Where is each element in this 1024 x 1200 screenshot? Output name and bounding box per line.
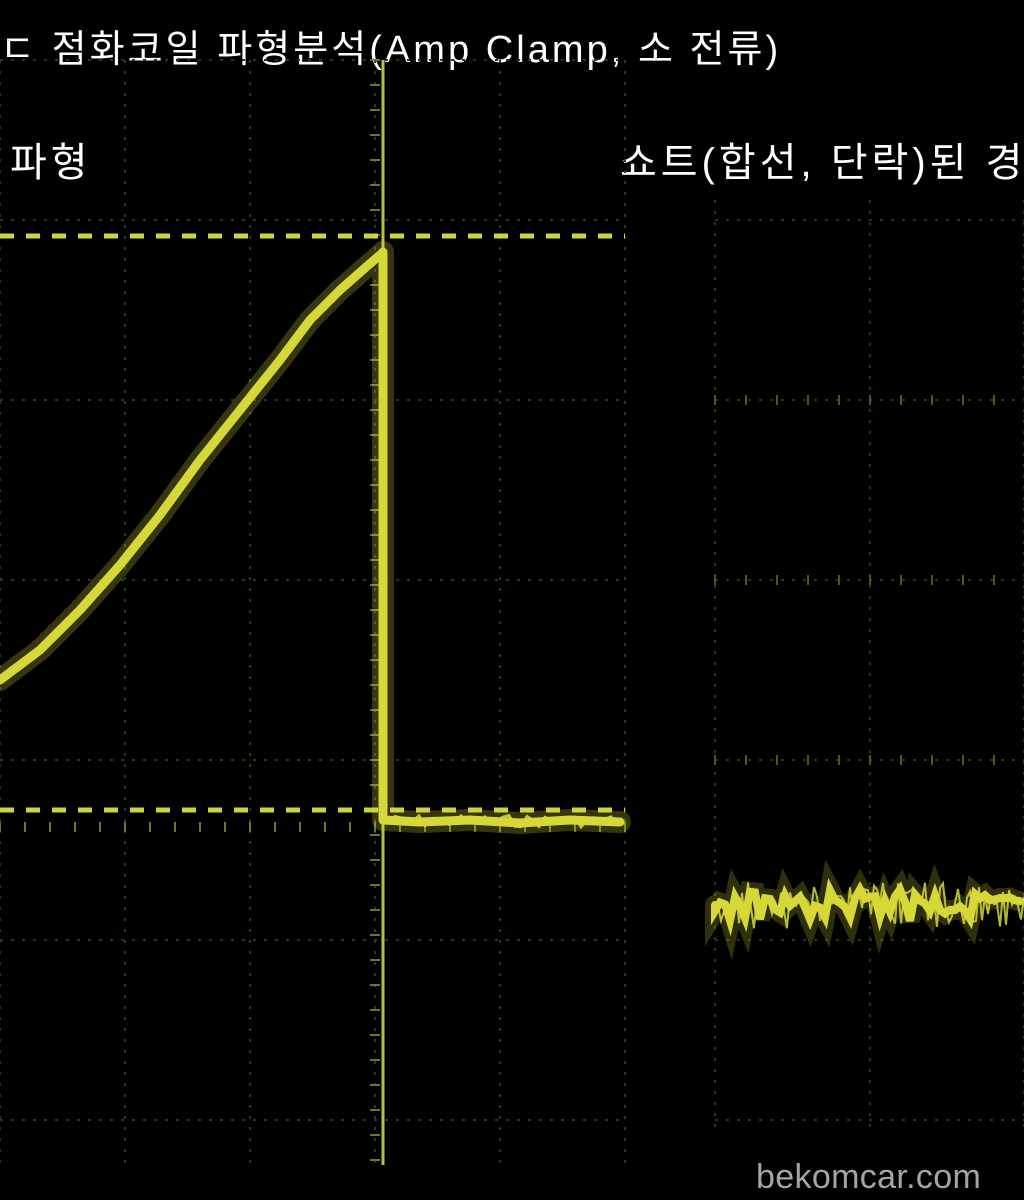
oscilloscope-screenshot: ㄷ 점화코일 파형분석(Amp Clamp, 소 전류) 파형 쇼트(합선, 단…	[0, 0, 1024, 1200]
watermark-text: bekomcar.com	[756, 1158, 981, 1197]
right-oscilloscope	[0, 0, 1024, 1200]
right-scope-group	[715, 200, 1024, 1130]
